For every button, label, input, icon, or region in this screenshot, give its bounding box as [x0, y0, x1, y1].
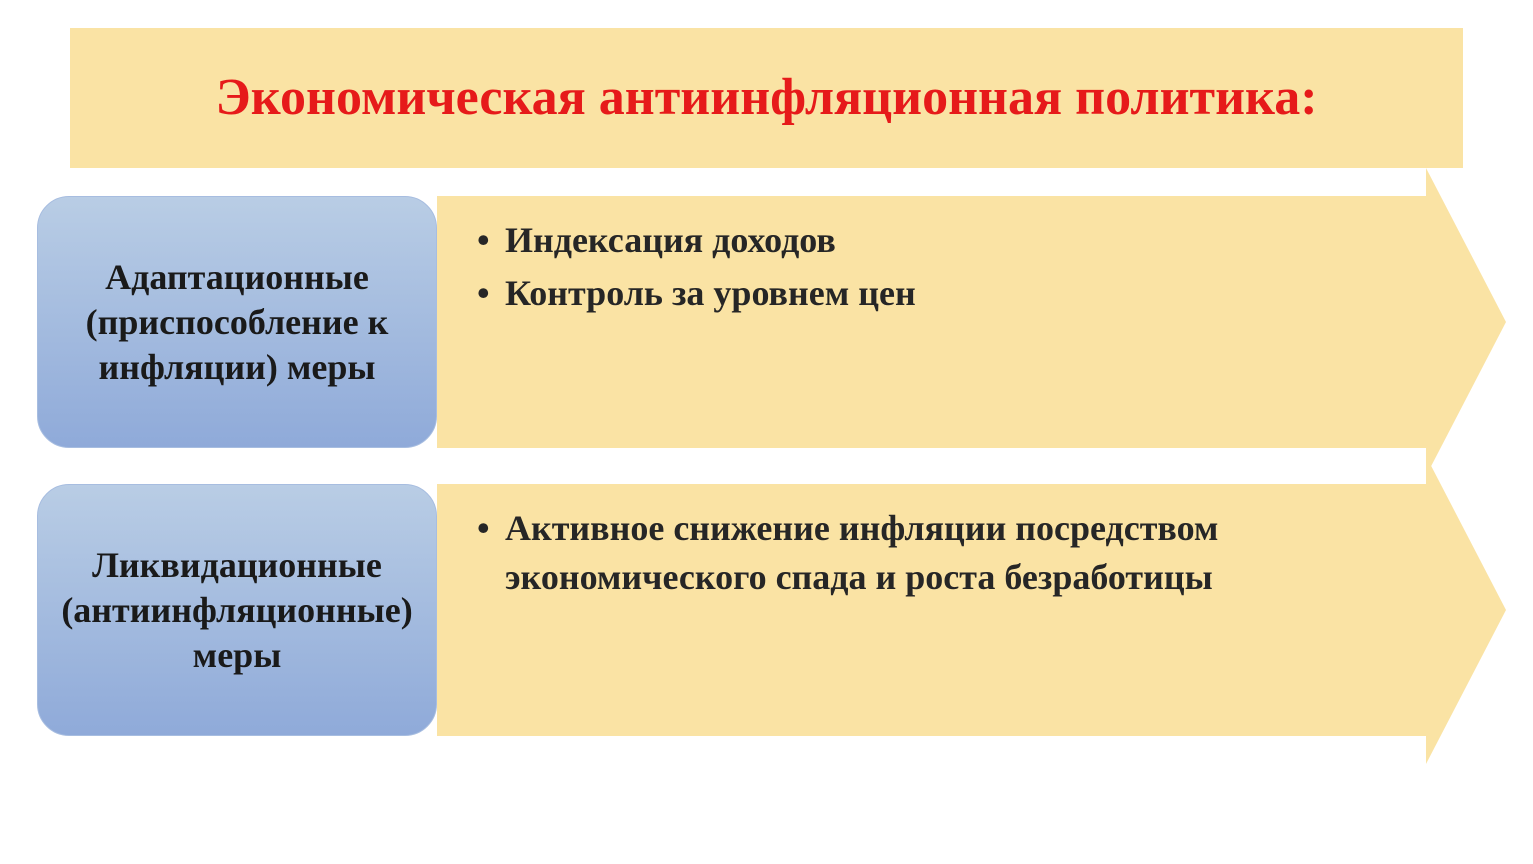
diagram-row-adaptation: Адаптационные (приспособление к инфляции… — [37, 196, 1503, 448]
bullet-item: • Активное снижение инфляции посредством… — [477, 504, 1397, 601]
bullet-dot-icon: • — [477, 269, 505, 318]
label-text: Ликвидационные (антиинфляционные) меры — [58, 543, 416, 678]
label-box-adaptation: Адаптационные (приспособление к инфляции… — [37, 196, 437, 448]
title-banner: Экономическая антиинфляционная политика: — [70, 28, 1463, 168]
bullet-dot-icon: • — [477, 216, 505, 265]
label-text: Адаптационные (приспособление к инфляции… — [58, 255, 416, 390]
bullet-item: • Контроль за уровнем цен — [477, 269, 1397, 318]
bullet-text: Индексация доходов — [505, 216, 1397, 265]
title-text: Экономическая антиинфляционная политика: — [215, 67, 1317, 129]
label-box-liquidation: Ликвидационные (антиинфляционные) меры — [37, 484, 437, 736]
arrow-body-adaptation: • Индексация доходов • Контроль за уровн… — [437, 196, 1427, 448]
bullet-text: Активное снижение инфляции посредством э… — [505, 504, 1397, 601]
bullet-text: Контроль за уровнем цен — [505, 269, 1397, 318]
diagram-row-liquidation: Ликвидационные (антиинфляционные) меры •… — [37, 484, 1503, 736]
arrow-body-liquidation: • Активное снижение инфляции посредством… — [437, 484, 1427, 736]
bullet-dot-icon: • — [477, 504, 505, 553]
bullet-item: • Индексация доходов — [477, 216, 1397, 265]
arrow-head-icon — [1426, 168, 1506, 476]
arrow-head-icon — [1426, 456, 1506, 764]
